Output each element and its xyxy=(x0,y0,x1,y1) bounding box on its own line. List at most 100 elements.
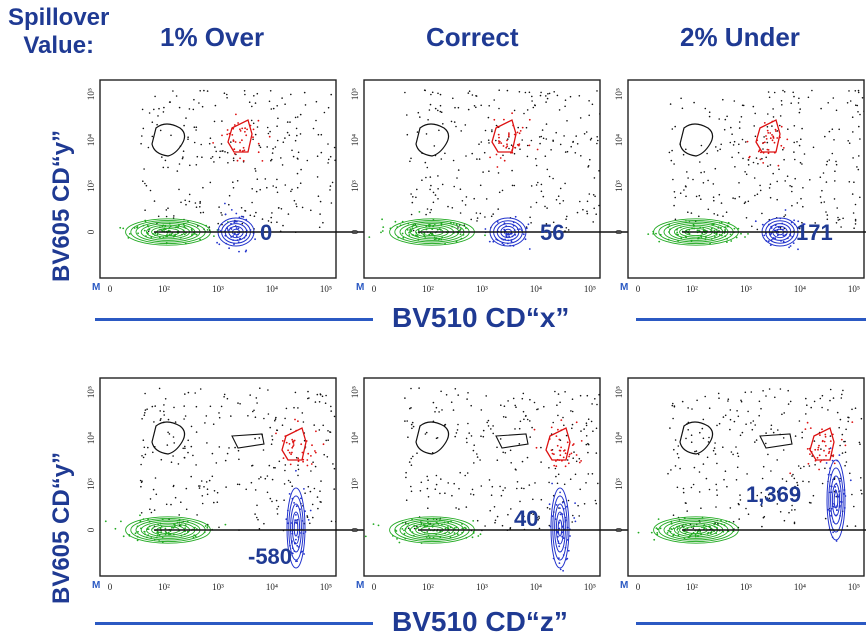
event-dot xyxy=(852,212,855,214)
event-dot xyxy=(555,435,558,437)
event-dot xyxy=(119,226,122,229)
event-dot xyxy=(742,157,744,160)
event-dot xyxy=(206,229,209,231)
event-dot xyxy=(189,164,191,167)
event-dot xyxy=(427,507,429,510)
event-dot xyxy=(223,393,226,396)
spillover-label: Spillover Value: xyxy=(8,4,109,60)
event-dot xyxy=(418,211,421,213)
event-dot xyxy=(228,247,231,250)
event-dot xyxy=(162,111,165,113)
event-dot xyxy=(310,209,312,212)
event-dot xyxy=(319,213,321,215)
event-dot xyxy=(535,446,538,449)
event-dot xyxy=(423,89,426,91)
event-dot xyxy=(226,129,229,131)
event-dot xyxy=(708,488,711,491)
event-dot xyxy=(564,391,566,393)
event-dot xyxy=(170,134,172,137)
contour-blue xyxy=(555,511,565,545)
event-dot xyxy=(269,130,271,133)
contour-black xyxy=(679,123,714,157)
event-dot xyxy=(416,131,419,133)
event-dot xyxy=(516,131,519,134)
event-dot xyxy=(464,526,466,529)
event-dot xyxy=(769,137,772,140)
event-dot xyxy=(713,447,716,449)
event-dot xyxy=(789,185,791,187)
event-dot xyxy=(506,89,509,92)
event-dot xyxy=(808,465,811,467)
event-dot xyxy=(693,101,695,104)
event-dot xyxy=(218,243,221,246)
event-dot xyxy=(452,97,454,100)
event-dot xyxy=(568,455,570,458)
event-dot xyxy=(559,143,562,146)
event-dot xyxy=(572,457,574,460)
event-dot xyxy=(835,540,838,542)
event-dot xyxy=(153,421,155,423)
event-dot xyxy=(858,441,861,444)
event-dot xyxy=(847,420,849,423)
event-dot xyxy=(257,151,260,154)
event-dot xyxy=(670,469,672,471)
event-dot xyxy=(515,469,517,471)
event-dot xyxy=(465,196,468,198)
event-dot xyxy=(233,148,236,151)
event-dot xyxy=(164,398,167,400)
event-dot xyxy=(824,135,826,138)
event-dot xyxy=(740,116,743,118)
event-dot xyxy=(317,507,319,510)
event-dot xyxy=(267,413,270,415)
event-dot xyxy=(301,451,304,454)
event-dot xyxy=(702,463,705,465)
event-dot xyxy=(382,226,385,229)
event-dot xyxy=(853,227,855,229)
event-dot xyxy=(312,516,314,519)
event-dot xyxy=(765,395,767,397)
event-dot xyxy=(556,482,559,485)
event-dot xyxy=(571,521,573,523)
event-dot xyxy=(242,216,245,218)
event-dot xyxy=(767,165,769,167)
event-dot xyxy=(497,133,500,136)
event-dot xyxy=(198,102,200,104)
event-dot xyxy=(409,407,411,410)
event-dot xyxy=(237,402,239,404)
event-dot xyxy=(799,108,801,110)
event-dot xyxy=(319,501,322,503)
event-dot xyxy=(457,169,460,171)
event-dot xyxy=(424,161,427,164)
event-dot xyxy=(791,190,793,193)
event-dot xyxy=(530,139,533,142)
event-dot xyxy=(509,449,512,452)
event-dot xyxy=(673,204,675,207)
event-dot xyxy=(545,123,548,125)
event-dot xyxy=(459,471,462,474)
event-dot xyxy=(206,442,208,444)
event-dot xyxy=(794,509,796,511)
event-dot xyxy=(863,110,864,113)
event-dot xyxy=(417,229,420,232)
event-dot xyxy=(139,514,141,517)
contour-black xyxy=(151,123,186,157)
event-dot xyxy=(216,491,219,494)
event-dot xyxy=(835,109,838,112)
event-dot xyxy=(840,226,842,228)
event-dot xyxy=(502,489,504,492)
event-dot xyxy=(149,189,152,192)
event-dot xyxy=(198,485,200,487)
event-dot xyxy=(859,443,861,446)
event-dot xyxy=(524,91,527,94)
event-dot xyxy=(286,121,289,123)
event-dot xyxy=(295,560,297,563)
event-dot xyxy=(573,451,575,453)
event-dot xyxy=(201,502,204,505)
event-dot xyxy=(831,152,834,155)
marker-label: M xyxy=(92,282,100,293)
event-dot xyxy=(673,406,676,408)
event-dot xyxy=(792,473,794,476)
event-dot xyxy=(237,449,240,452)
event-dot xyxy=(271,435,273,437)
event-dot xyxy=(812,494,815,497)
